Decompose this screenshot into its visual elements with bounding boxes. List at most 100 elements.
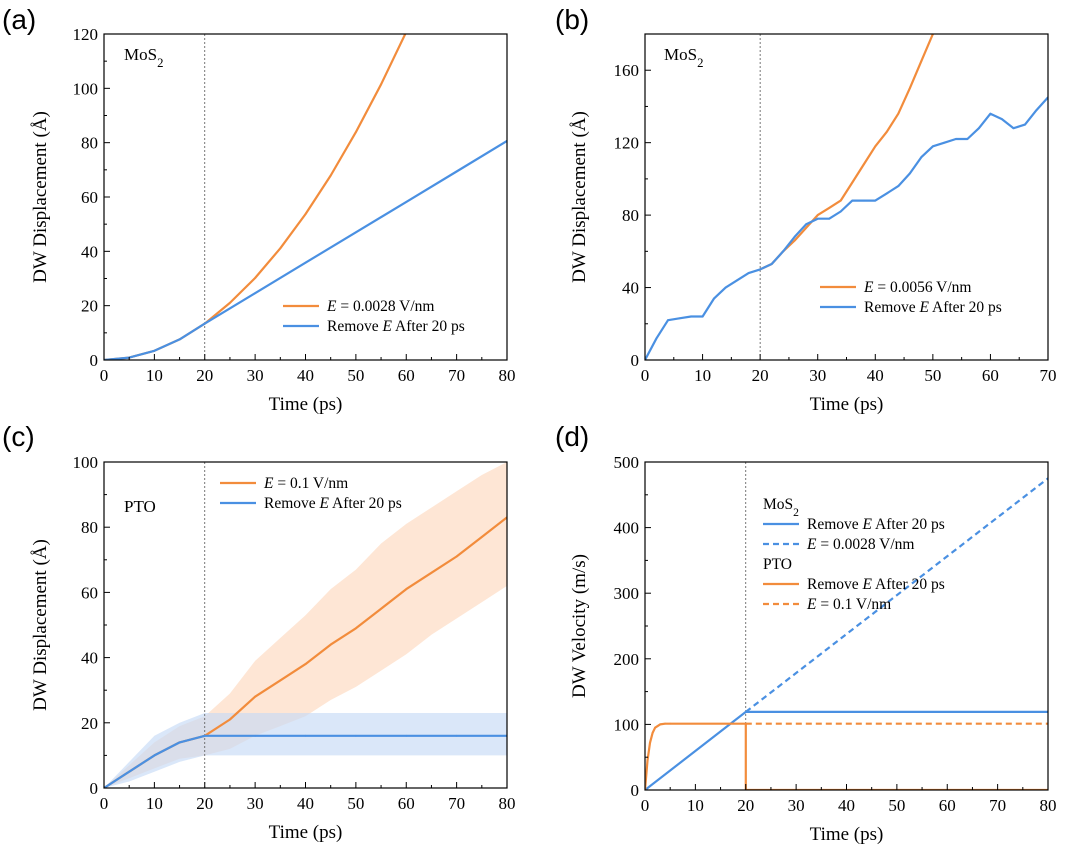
y-tick-label: 80 <box>622 206 639 225</box>
x-tick-label: 40 <box>297 366 314 385</box>
series-line-2 <box>645 96 1048 360</box>
legend-entry: E = 0.1 V/nm <box>263 475 348 492</box>
y-tick-label: 40 <box>81 649 98 668</box>
x-tick-label: 10 <box>694 366 711 385</box>
x-tick-label: 70 <box>989 796 1006 815</box>
series-1-point <box>329 643 332 646</box>
series-2-point <box>908 172 911 175</box>
series-2-point <box>405 734 408 737</box>
y-tick-label: 80 <box>81 518 98 537</box>
x-tick-label: 20 <box>196 366 213 385</box>
x-tick-label: 30 <box>247 366 264 385</box>
legend-entry: E = 0.0028 V/nm <box>806 536 915 553</box>
y-tick-label: 400 <box>614 519 640 538</box>
series-2-point <box>178 338 181 341</box>
series-1-point <box>793 239 796 242</box>
series-2-point <box>770 263 773 265</box>
legend-entry: Remove E After 20 ps <box>264 495 402 512</box>
series-2-point <box>828 217 831 220</box>
series-2-point <box>759 268 761 271</box>
series-2-point <box>1001 118 1003 120</box>
legend-entry: Remove E After 20 ps <box>864 299 1002 316</box>
x-tick-label: 50 <box>347 366 364 385</box>
series-2-point <box>793 235 796 238</box>
series-1-point <box>430 571 433 574</box>
series-2-point <box>678 317 681 320</box>
series-1-point <box>229 302 231 304</box>
series-2-point <box>744 711 747 713</box>
series-2-point <box>304 261 307 264</box>
y-tick-label: 80 <box>81 134 98 153</box>
y-tick-label: 0 <box>90 351 99 370</box>
series-2-point <box>355 231 357 234</box>
series-2-point <box>254 734 256 737</box>
y-tick-label: 100 <box>614 715 640 734</box>
y-tick-label: 300 <box>614 584 640 603</box>
series-2-point <box>355 734 357 737</box>
series-2-point <box>153 754 156 757</box>
legend-entry: E = 0.0028 V/nm <box>326 298 435 315</box>
x-axis-title: Time (ps) <box>810 824 884 845</box>
material-label: MoS2 <box>664 45 703 70</box>
series-1-point <box>885 130 888 133</box>
x-tick-label: 50 <box>347 794 364 813</box>
series-3-point <box>669 722 672 725</box>
x-tick-label: 20 <box>737 796 754 815</box>
series-3-point <box>651 732 654 734</box>
legend-entry: Remove E After 20 ps <box>807 516 945 533</box>
series-1-point <box>329 174 332 177</box>
series-line-2 <box>745 477 1048 713</box>
x-tick-label: 60 <box>939 796 956 815</box>
series-2-point <box>874 199 877 202</box>
x-tick-label: 80 <box>1040 796 1057 815</box>
series-1-point <box>355 627 357 630</box>
series-3-point <box>654 726 656 729</box>
plot-frame <box>644 461 1049 791</box>
series-2-point <box>736 279 738 282</box>
series-2-point <box>805 223 808 226</box>
legend-entry: Remove E After 20 ps <box>807 576 945 593</box>
panel-label: (b) <box>555 4 589 35</box>
series-2-point <box>966 138 969 140</box>
x-tick-label: 20 <box>752 366 769 385</box>
series-2-point <box>885 192 888 195</box>
series-2-point <box>1035 109 1038 111</box>
x-tick-label: 60 <box>398 366 415 385</box>
series-1-point <box>405 31 407 33</box>
panel-label: (a) <box>2 4 36 35</box>
x-tick-label: 10 <box>146 366 163 385</box>
series-2-point <box>455 734 458 737</box>
y-tick-label: 0 <box>631 351 640 370</box>
x-tick-label: 30 <box>247 794 264 813</box>
series-1-point <box>851 181 854 184</box>
series-4-point <box>744 722 747 725</box>
series-1-point <box>279 679 282 682</box>
series-1-point <box>828 207 831 209</box>
series-2-point <box>153 349 156 352</box>
series-1-point <box>908 87 911 90</box>
x-tick-label: 60 <box>982 366 999 385</box>
y-tick-label: 40 <box>81 242 98 261</box>
x-axis-title: Time (ps) <box>810 394 884 415</box>
series-line-1 <box>759 34 934 271</box>
chart-panel-2: (b) 0 10 20 30 40 50 60 70 0 40 80 120 160 Time (ps) DW… <box>555 4 1057 415</box>
series-3-point <box>649 741 651 744</box>
series-1-point <box>304 213 307 216</box>
series-1-point <box>839 199 842 202</box>
series-2-point <box>455 170 458 173</box>
series-1-point <box>897 112 900 115</box>
x-tick-label: 70 <box>448 366 465 385</box>
series-2-point <box>128 770 131 773</box>
y-tick-label: 120 <box>73 25 99 44</box>
y-tick-label: 100 <box>73 79 99 98</box>
series-1-point <box>380 83 382 86</box>
x-tick-label: 30 <box>809 366 826 385</box>
x-tick-label: 40 <box>867 366 884 385</box>
x-tick-label: 40 <box>838 796 855 815</box>
series-2-point <box>405 201 408 203</box>
y-axis-title: DW Displacement (Å) <box>569 111 590 283</box>
chart-panel-1: (a) 0 10 20 30 40 50 60 70 80 0 20 40 60 80 100 120 Time … <box>2 4 516 415</box>
y-tick-label: 60 <box>81 583 98 602</box>
series-1-point <box>480 536 483 538</box>
series-2-point <box>978 127 980 130</box>
